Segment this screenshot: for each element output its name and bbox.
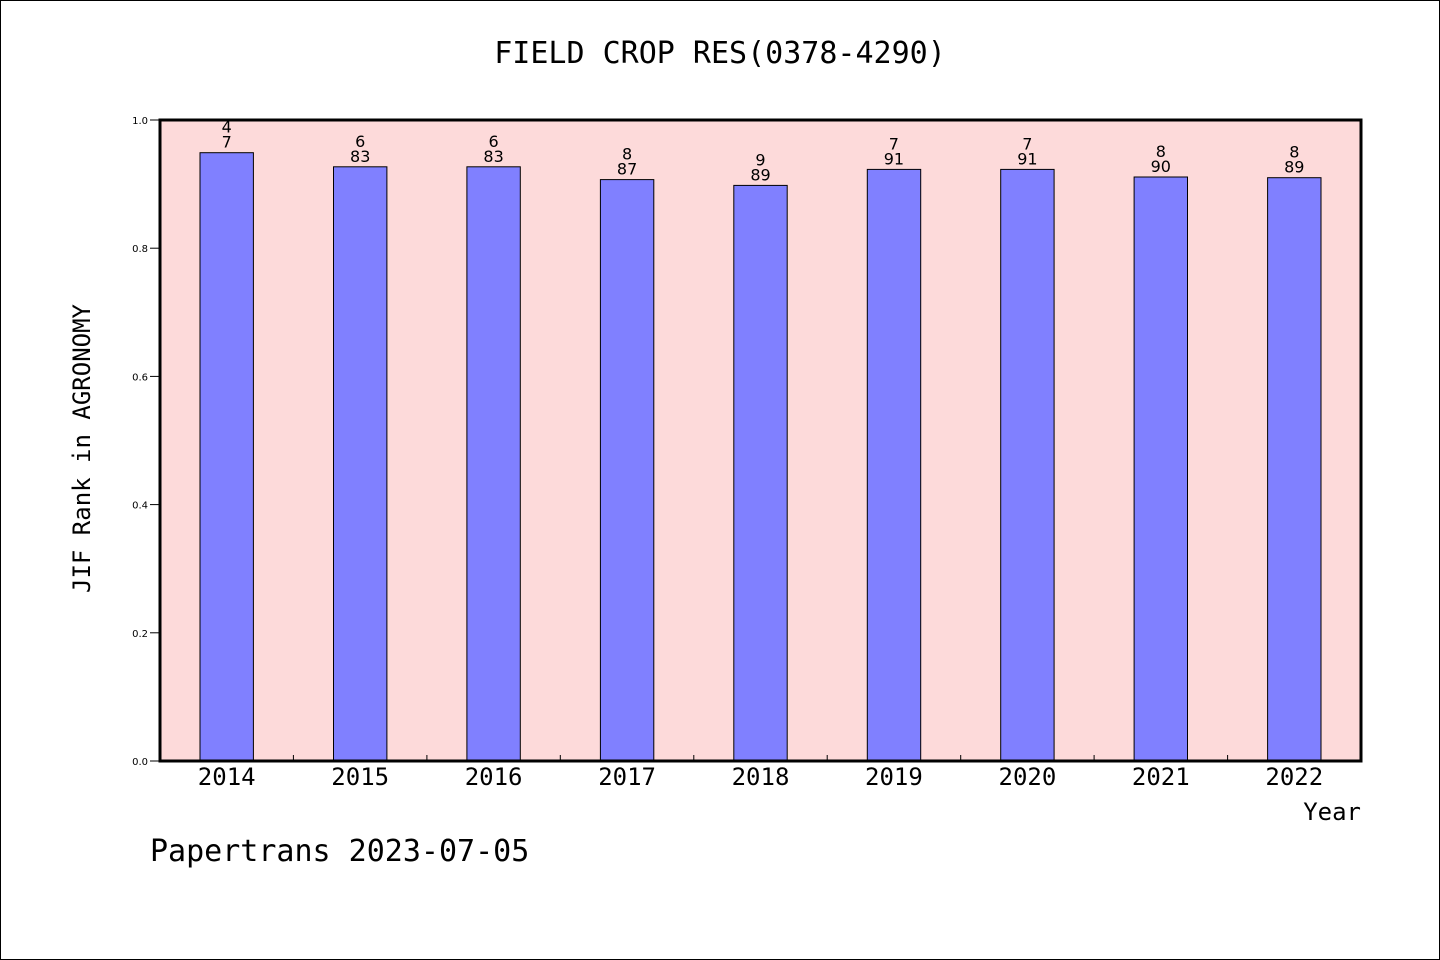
bar-rank-label: 8 <box>1156 142 1166 161</box>
bar-rank-label: 7 <box>1022 134 1032 153</box>
x-tick-label: 2014 <box>198 763 256 791</box>
bar-total-label: 89 <box>1284 158 1304 177</box>
bar-2022 <box>1267 177 1322 762</box>
bar-2018 <box>733 184 788 762</box>
bar-2015 <box>333 166 388 762</box>
bar-2017 <box>599 179 655 762</box>
y-axis-label: JIF Rank in AGRONOMY <box>68 303 96 593</box>
bar-total-label: 89 <box>750 165 770 184</box>
x-tick-label: 2017 <box>598 763 656 791</box>
y-tick-label: 0.2 <box>132 629 148 640</box>
bar-2020 <box>1000 168 1055 762</box>
x-tick-label: 2016 <box>465 763 523 791</box>
x-axis-label: Year <box>1303 798 1361 826</box>
bar-2014 <box>199 152 254 762</box>
bar-rank-label: 7 <box>889 134 899 153</box>
y-tick-label: 0.4 <box>132 501 148 512</box>
bar-rank-label: 6 <box>489 132 499 151</box>
bars-group <box>199 152 1322 762</box>
x-tick-label: 2020 <box>999 763 1057 791</box>
bar-2019 <box>866 168 922 762</box>
bar-total-label: 91 <box>1017 149 1037 168</box>
bar-rank-label: 6 <box>355 132 365 151</box>
x-tick-label: 2022 <box>1265 763 1323 791</box>
plot-border <box>158 118 1363 763</box>
y-tick-label: 0.0 <box>132 757 148 768</box>
footer-text: Papertrans 2023-07-05 <box>150 834 530 869</box>
bar-total-label: 90 <box>1151 157 1171 176</box>
bar-rank-label: 8 <box>1289 143 1299 162</box>
bar-2016 <box>466 166 521 762</box>
bar-rank-label: 8 <box>622 145 632 164</box>
y-tick-label: 0.6 <box>132 372 148 383</box>
x-tick-label: 2021 <box>1132 763 1190 791</box>
labels-group: 4720146832015683201688720179892018791201… <box>132 116 1323 791</box>
bar-2021 <box>1133 176 1188 762</box>
bar-total-label: 83 <box>350 147 370 166</box>
x-tick-label: 2019 <box>865 763 923 791</box>
bar-rank-label: 9 <box>755 150 765 169</box>
chart-title: FIELD CROP RES(0378-4290) <box>494 36 946 71</box>
x-tick-label: 2018 <box>732 763 790 791</box>
x-tick-label: 2015 <box>331 763 389 791</box>
bar-total-label: 91 <box>884 149 904 168</box>
y-tick-label: 0.8 <box>132 244 148 255</box>
bar-total-label: 83 <box>483 147 503 166</box>
bar-total-label: 7 <box>222 133 232 152</box>
bar-rank-label: 4 <box>222 118 232 137</box>
y-tick-label: 1.0 <box>132 116 148 127</box>
bar-total-label: 87 <box>617 160 637 179</box>
